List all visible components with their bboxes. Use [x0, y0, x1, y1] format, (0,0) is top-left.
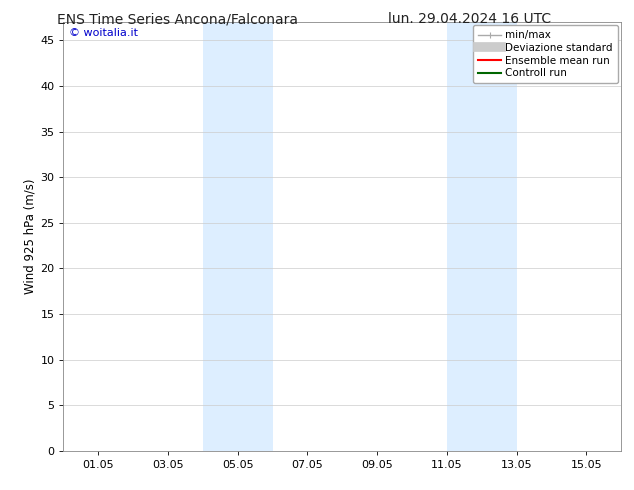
- Bar: [447, 22, 517, 451]
- Text: © woitalia.it: © woitalia.it: [69, 28, 138, 39]
- Text: ENS Time Series Ancona/Falconara: ENS Time Series Ancona/Falconara: [57, 12, 298, 26]
- Legend: min/max, Deviazione standard, Ensemble mean run, Controll run: min/max, Deviazione standard, Ensemble m…: [473, 25, 618, 83]
- Y-axis label: Wind 925 hPa (m/s): Wind 925 hPa (m/s): [23, 179, 36, 294]
- Bar: [203, 22, 273, 451]
- Text: lun. 29.04.2024 16 UTC: lun. 29.04.2024 16 UTC: [387, 12, 551, 26]
